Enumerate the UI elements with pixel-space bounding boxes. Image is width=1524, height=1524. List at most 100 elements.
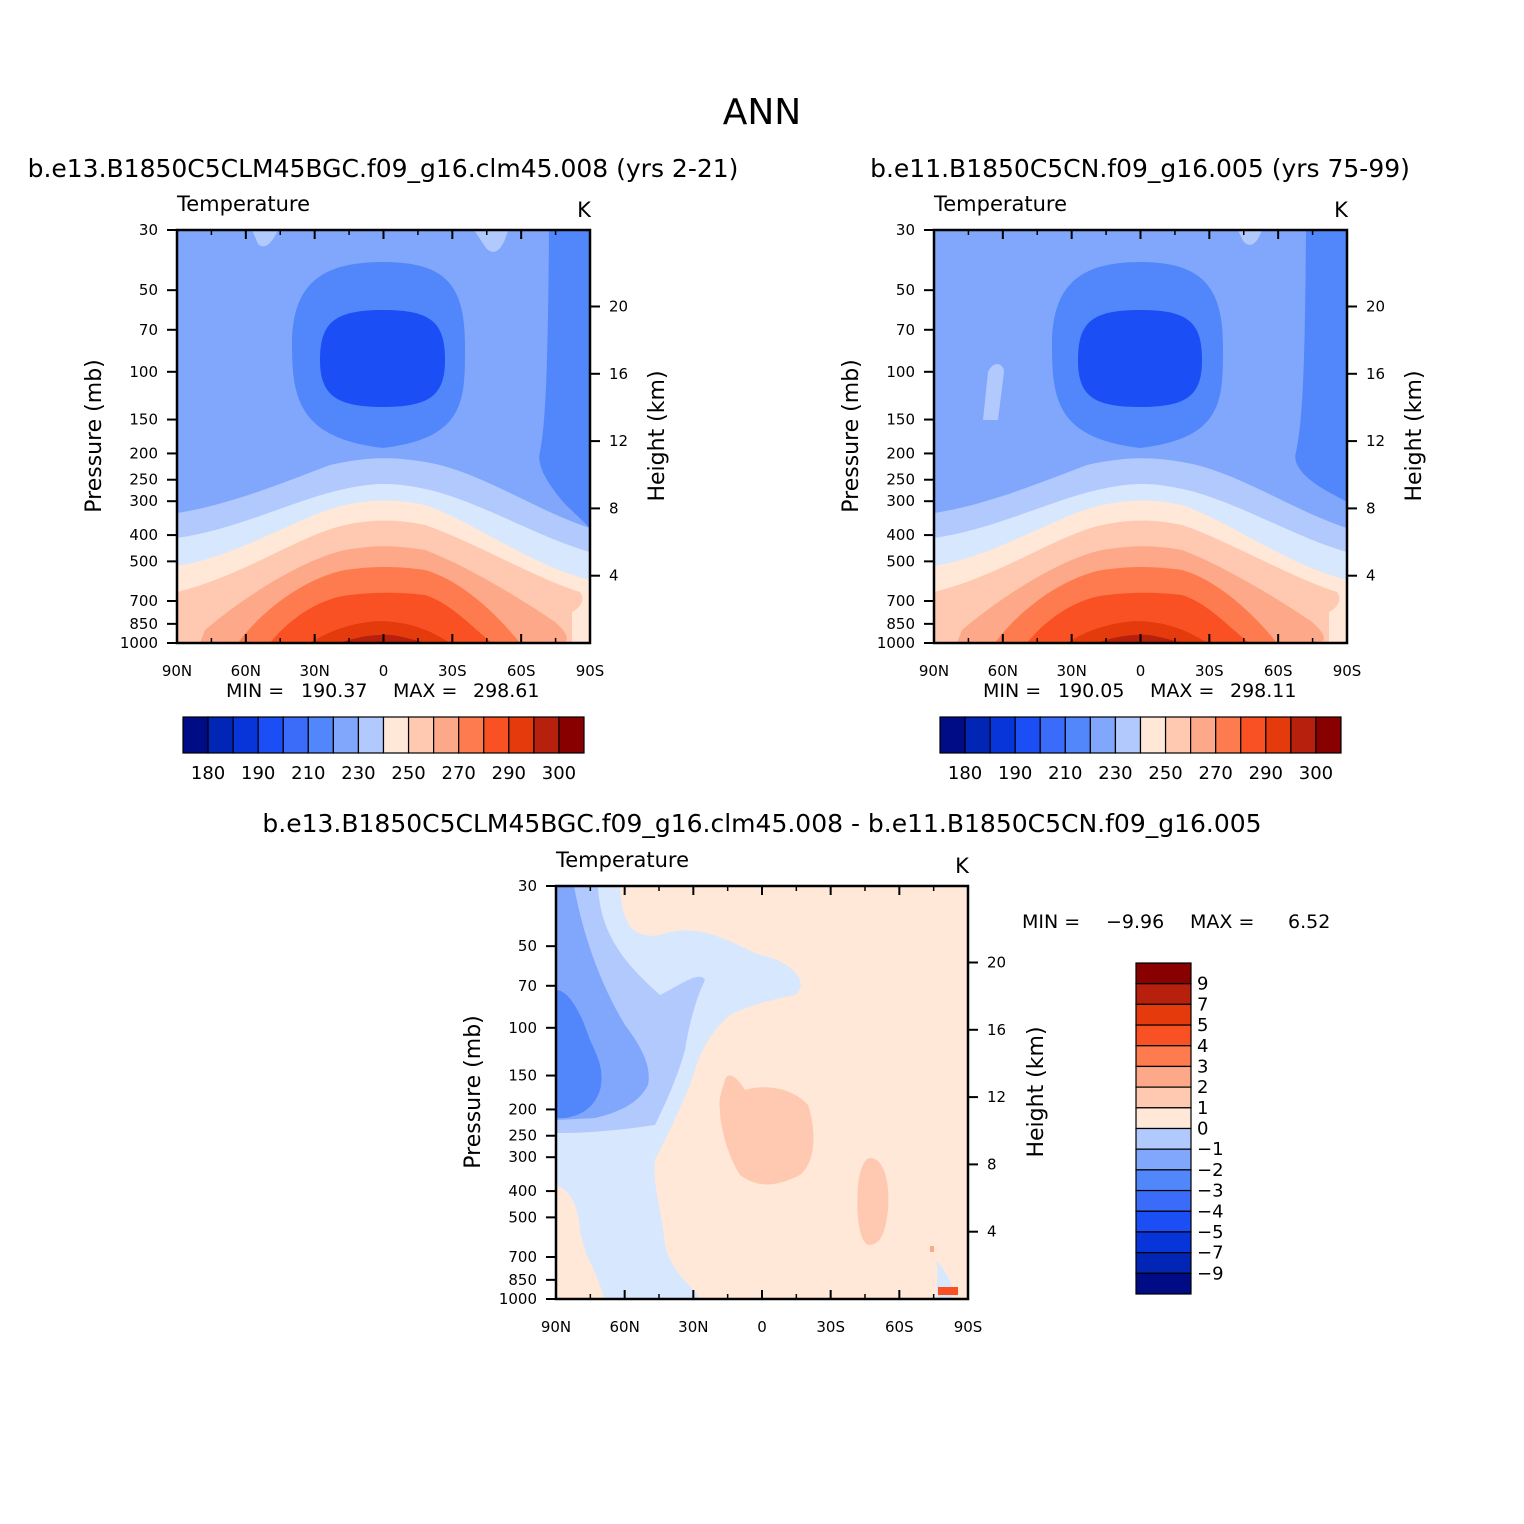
y-tick-label: 300 [129,492,158,510]
colorbar-label: 180 [948,763,982,784]
y-tick-label: 700 [508,1248,537,1266]
panel-3-min-value: −9.96 [1106,911,1164,933]
colorbar-label: 290 [492,763,526,784]
colorbar-box [1135,1252,1192,1274]
y-tick-label: 70 [518,977,537,995]
colorbar-box [182,716,209,754]
colorbar-box [1135,1107,1192,1130]
x-tick-label: 60N [231,662,261,680]
x-tick-label: 0 [1136,662,1146,680]
colorbar-label: 210 [291,763,325,784]
y-tick-label: 250 [129,471,158,489]
x-tick-label: 0 [757,1318,767,1336]
y2-tick-label: 20 [1366,297,1385,315]
y-tick-label: 50 [518,937,537,955]
contour-fill-210-pole [1295,230,1347,502]
panel-2-min-value: 190.05 [1058,680,1124,702]
colorbar-box [483,716,510,754]
colorbar-box [533,716,560,754]
colorbar-label: 210 [1048,763,1082,784]
y-tick-label: 200 [129,444,158,462]
y2-tick-label: 12 [1366,432,1385,450]
colorbar-label: 290 [1249,763,1283,784]
y2-tick-label: 12 [609,432,628,450]
panel-1-colorbar: 180 190 210 230 250 270 290 300 [182,716,585,784]
contour-fill-290 [1027,592,1249,643]
y2-tick-label: 16 [1366,365,1385,383]
x-tick-label: 90N [541,1318,571,1336]
x-tick-label: 30S [816,1318,845,1336]
colorbar-box [357,716,385,754]
colorbar-box [1014,716,1041,754]
panel-3-case-title: b.e13.B1850C5CLM45BGC.f09_g16.clm45.008 … [262,809,1261,838]
panel-1-units: K [577,198,592,222]
colorbar-label: −3 [1197,1181,1224,1202]
x-tick-label: 90N [162,662,192,680]
colorbar-box [989,716,1016,754]
contour-fill-230-patch [474,230,508,252]
contour-fill-295 [1067,621,1207,643]
panel-2-max-label: MAX = [1150,680,1214,702]
y2-tick-label: 16 [609,365,628,383]
colorbar-label: 4 [1197,1036,1208,1057]
colorbar-label: −5 [1197,1222,1224,1243]
y-tick-label: 500 [886,552,915,570]
contour-fill-290 [270,592,492,643]
colorbar-box [939,716,966,754]
panel-3-variable: Temperature [555,848,689,872]
colorbar-label: 230 [1098,763,1132,784]
colorbar-label: 2 [1197,1077,1208,1098]
x-tick-label: 90S [576,662,605,680]
y-tick-label: 300 [886,492,915,510]
y-tick-label: 100 [886,363,915,381]
y-tick-label: 30 [896,221,915,239]
colorbar-box [964,716,991,754]
y-tick-label: 300 [508,1148,537,1166]
panel-2-ylabel: Pressure (mb) [839,359,864,513]
colorbar-label: 250 [391,763,425,784]
colorbar-label: −9 [1197,1263,1224,1284]
colorbar-box [1315,716,1342,754]
colorbar-label: 7 [1197,994,1208,1015]
y-tick-label: 30 [518,877,537,895]
panel-2-units: K [1334,198,1349,222]
colorbar-label: 190 [998,763,1032,784]
y-tick-label: 400 [508,1182,537,1200]
colorbar-box [1135,1148,1192,1171]
y-tick-label: 700 [886,592,915,610]
y2-tick-label: 20 [987,953,1006,971]
colorbar-label: 270 [442,763,476,784]
y-tick-label: 250 [886,471,915,489]
panel-3: b.e13.B1850C5CLM45BGC.f09_g16.clm45.008 … [262,809,1330,1336]
contour-fill-2-to-3 [930,1246,934,1252]
contour-fill-4-to-5 [938,1287,958,1295]
panel-2-case-title: b.e11.B1850C5CN.f09_g16.005 (yrs 75-99) [870,154,1410,183]
colorbar-label: 180 [191,763,225,784]
y-tick-label: 30 [139,221,158,239]
y-tick-label: 1000 [499,1290,537,1308]
panel-1-max-label: MAX = [393,680,457,702]
colorbar-label: 300 [1299,763,1333,784]
colorbar-box [1135,1210,1192,1233]
y-tick-label: 100 [129,363,158,381]
panel-3-max-label: MAX = [1190,911,1254,933]
colorbar-box [282,716,309,754]
colorbar-label: 250 [1148,763,1182,784]
x-tick-label: 30N [678,1318,708,1336]
x-tick-label: 60S [1264,662,1293,680]
panel-1-axes: 90N 60N 30N 0 30S 60S 90S 30 50 70 100 150 200 250 300… [120,221,628,680]
colorbar-box [307,716,334,754]
colorbar-box [558,716,585,754]
colorbar-box [1139,716,1167,754]
colorbar-label: 190 [241,763,275,784]
panel-2: b.e11.B1850C5CN.f09_g16.005 (yrs 75-99) … [839,154,1427,784]
y2-tick-label: 8 [609,499,619,517]
contour-fill-minus4-to-minus3 [556,990,602,1118]
panel-2-axes: 90N 60N 30N 0 30S 60S 90S 30 50 70 100 150 200 250 300… [877,221,1385,680]
y2-tick-label: 4 [987,1223,997,1241]
y-tick-label: 200 [508,1100,537,1118]
y-tick-label: 1000 [120,634,158,652]
colorbar-box [407,716,435,754]
colorbar-box [1190,716,1217,754]
